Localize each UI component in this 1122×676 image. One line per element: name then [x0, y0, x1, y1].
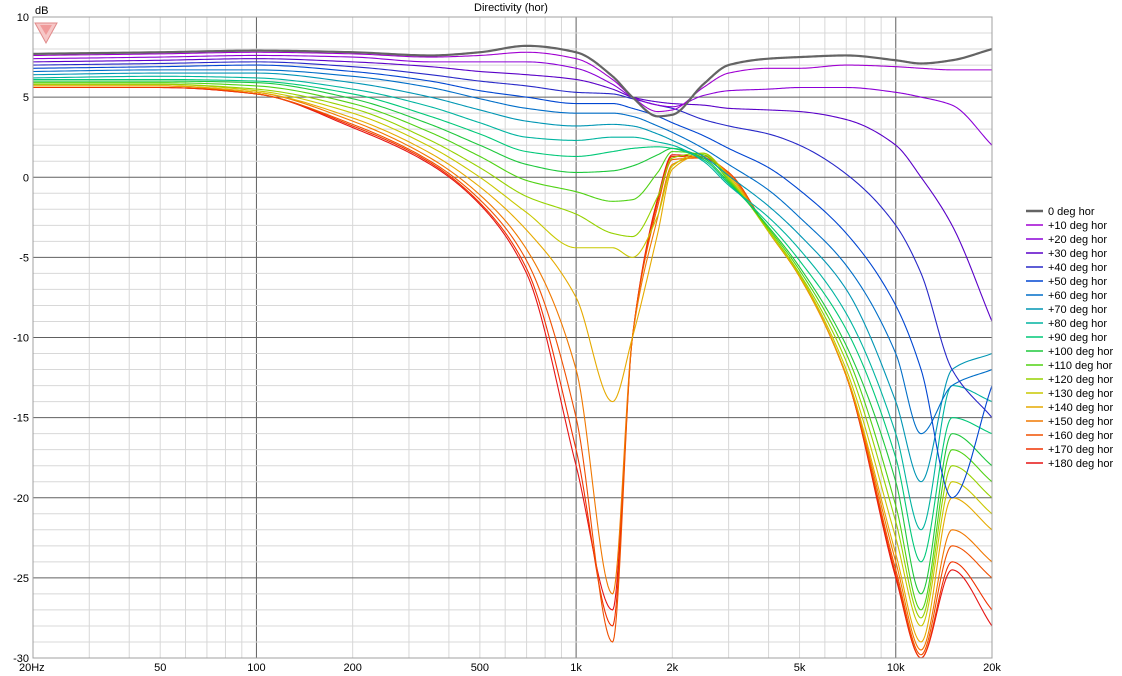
- series-line-18: [33, 86, 993, 659]
- chart-title: Directivity (hor): [474, 2, 548, 14]
- legend-entry: +110 deg hor: [1048, 360, 1113, 372]
- y-tick-label: -25: [13, 573, 29, 585]
- series-line-11: [33, 82, 993, 611]
- series-line-12: [33, 83, 993, 619]
- legend-entry: +70 deg hor: [1048, 304, 1107, 316]
- series-line-16: [33, 85, 993, 656]
- series-line-3: [32, 58, 993, 322]
- y-tick-label: -10: [13, 333, 29, 345]
- legend: 0 deg hor +10 deg hor +20 deg hor +30 deg h…: [1026, 206, 1113, 470]
- series-line-9: [33, 78, 993, 563]
- series-line-7: [32, 72, 993, 483]
- legend-entry: +80 deg hor: [1048, 318, 1107, 330]
- series-line-13: [33, 83, 993, 627]
- y-tick-label: -30: [13, 653, 29, 665]
- x-axis-ticks: 20Hz 50 100 200 500 1k 2k 5k 10k 20k: [19, 662, 1001, 674]
- logo-icon: [34, 22, 58, 45]
- series-line-8: [32, 75, 993, 531]
- series-line-10: [33, 80, 993, 595]
- y-axis-label: dB: [35, 5, 48, 17]
- legend-entry: +40 deg hor: [1048, 262, 1107, 274]
- series-line-1: [32, 51, 992, 113]
- legend-entry: +130 deg hor: [1048, 388, 1113, 400]
- y-tick-label: -20: [13, 493, 29, 505]
- x-tick-label: 5k: [794, 662, 806, 674]
- x-tick-label: 1k: [570, 662, 582, 674]
- x-tick-label: 10k: [887, 662, 905, 674]
- x-tick-label: 2k: [667, 662, 679, 674]
- legend-entry: 0 deg hor: [1048, 206, 1095, 218]
- series-line-2: [32, 54, 993, 146]
- legend-entry: +120 deg hor: [1048, 374, 1113, 386]
- y-axis-ticks: 10 5 0 -5 -10 -15 -20 -25 -30: [13, 12, 29, 665]
- plot-frame: [32, 16, 993, 659]
- x-tick-label: 500: [471, 662, 489, 674]
- legend-entry: +180 deg hor: [1048, 458, 1113, 470]
- grid: [33, 17, 992, 658]
- series-line-15: [33, 85, 993, 651]
- x-tick-label: 200: [343, 662, 361, 674]
- y-tick-label: -5: [19, 252, 29, 264]
- y-tick-label: 0: [23, 172, 29, 184]
- x-tick-label: 100: [247, 662, 265, 674]
- y-tick-label: 5: [23, 92, 29, 104]
- legend-entry: +60 deg hor: [1048, 290, 1107, 302]
- series-line-5: [32, 64, 993, 499]
- legend-entry: +150 deg hor: [1048, 416, 1113, 428]
- legend-entry: +140 deg hor: [1048, 402, 1113, 414]
- y-tick-label: 10: [17, 12, 29, 24]
- legend-entry: +170 deg hor: [1048, 444, 1113, 456]
- series-line-0: [32, 44, 993, 118]
- x-tick-label: 20Hz: [19, 662, 45, 674]
- y-tick-label: -15: [13, 413, 29, 425]
- series-line-6: [32, 69, 993, 435]
- legend-entry: +10 deg hor: [1048, 220, 1107, 232]
- legend-entry: +90 deg hor: [1048, 332, 1107, 344]
- series-line-14: [33, 85, 993, 643]
- legend-entry: +100 deg hor: [1048, 346, 1113, 358]
- x-tick-label: 20k: [983, 662, 1001, 674]
- legend-entry: +20 deg hor: [1048, 234, 1107, 246]
- series-line-17: [33, 86, 993, 659]
- x-tick-label: 50: [154, 662, 166, 674]
- series-lines: [32, 44, 993, 659]
- legend-entry: +160 deg hor: [1048, 430, 1113, 442]
- legend-entry: +50 deg hor: [1048, 276, 1107, 288]
- legend-entry: +30 deg hor: [1048, 248, 1107, 260]
- series-line-4: [32, 61, 993, 418]
